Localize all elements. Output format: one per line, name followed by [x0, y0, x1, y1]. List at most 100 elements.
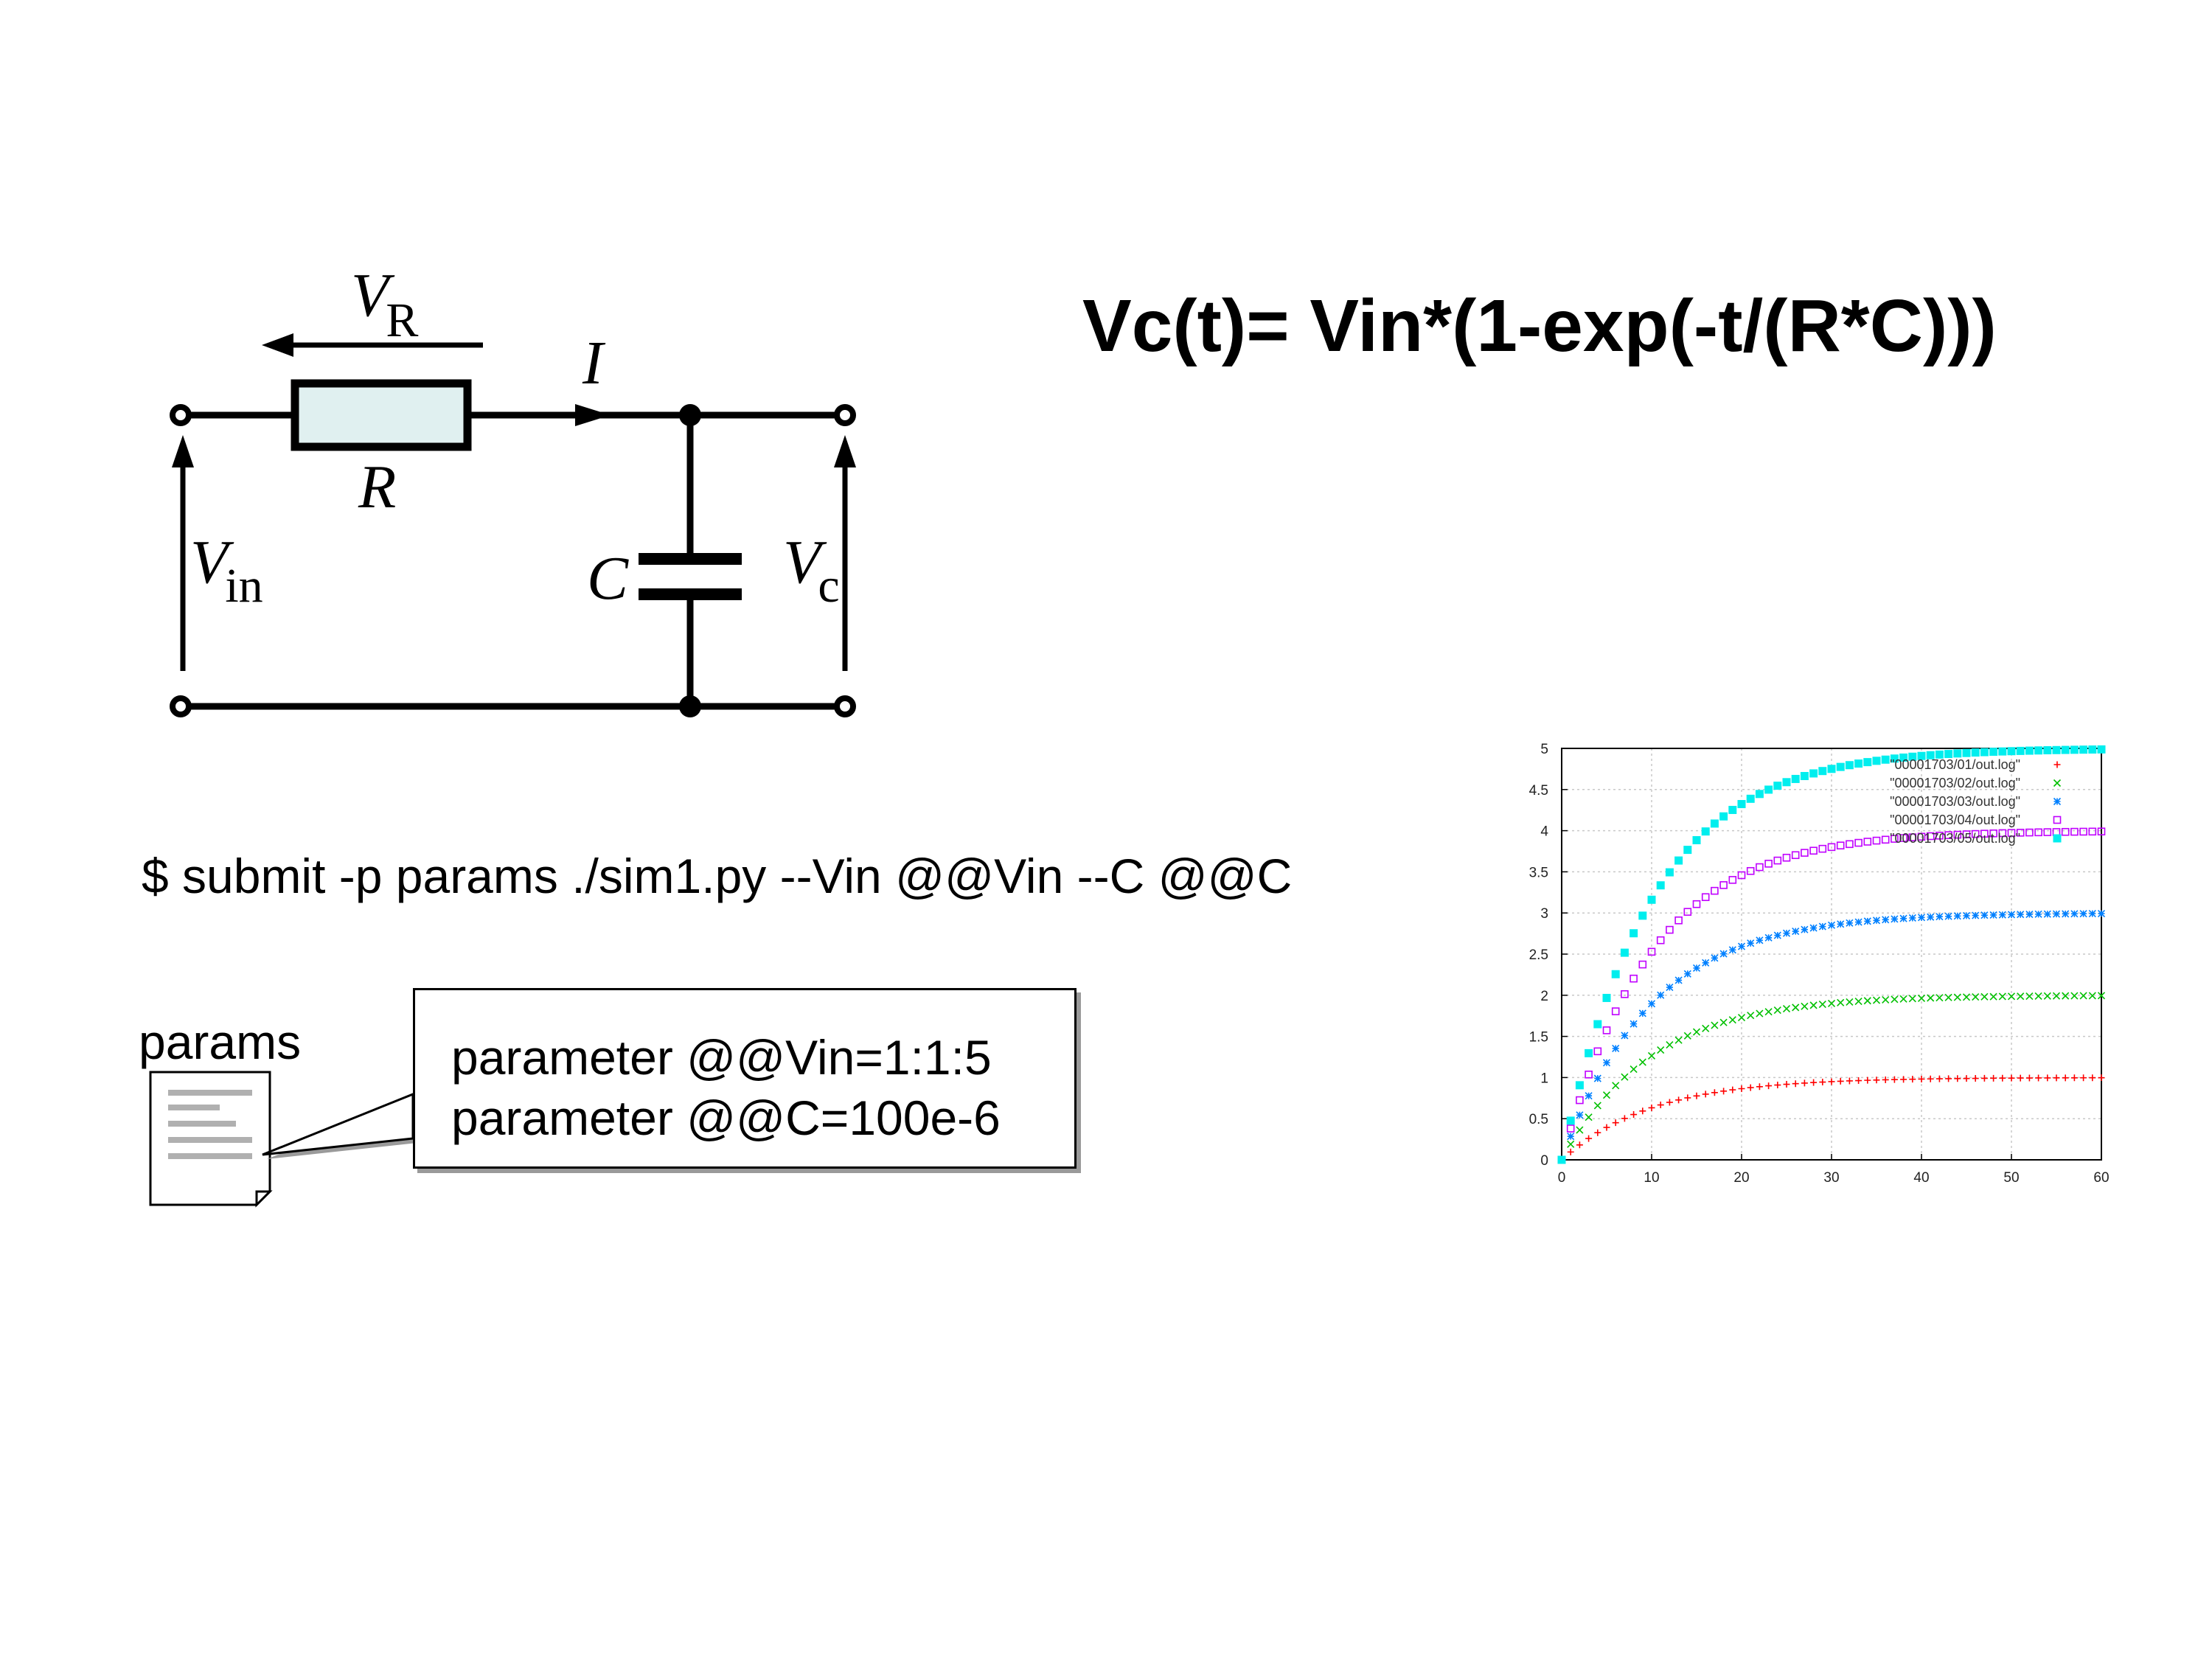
- data-point: [1630, 1111, 1638, 1119]
- data-point: [1729, 1086, 1736, 1093]
- data-point: [1818, 922, 1826, 931]
- data-point: [1863, 997, 1871, 1005]
- x-tick-label: 60: [2093, 1170, 2109, 1186]
- data-point: [1737, 871, 1746, 880]
- data-point: [1782, 778, 1791, 787]
- data-point: [1702, 1091, 1709, 1098]
- data-point: [2079, 992, 2087, 1000]
- data-point: [1962, 748, 1971, 757]
- data-point: [1899, 753, 1908, 762]
- data-point: [1791, 774, 1800, 783]
- data-point: [1999, 1074, 2006, 1082]
- data-point: [1863, 838, 1872, 846]
- data-point: [1917, 832, 1926, 841]
- legend-entry-label: "00001703/02/out.log": [1890, 776, 2020, 790]
- formula-text: Vc(t)= Vin*(1-exp(-t/(R*C))): [1082, 285, 1997, 367]
- data-point: [1854, 838, 1863, 847]
- data-point: [1801, 1079, 1808, 1087]
- data-point: [1611, 1007, 1620, 1015]
- data-point: [1827, 999, 1836, 1007]
- y-tick-label: 4.5: [1529, 783, 1548, 799]
- data-point: [1747, 1012, 1755, 1020]
- data-point: [2080, 1074, 2087, 1082]
- data-point: [1747, 939, 1755, 947]
- simulation-results-chart: 0 10 20 30 40 50 60 0 0.5 1 1.5 2 2.5 3 3.5 4 4.5 5 "00001…: [1529, 742, 2110, 1186]
- data-point: [2025, 828, 2034, 837]
- data-point: [1630, 1065, 1638, 1074]
- x-tick-label: 20: [1733, 1170, 1749, 1186]
- data-point: [1801, 1002, 1809, 1010]
- data-point: [1990, 1074, 1997, 1082]
- series-3: [1557, 909, 2106, 1164]
- data-point: [1639, 1107, 1646, 1115]
- data-point: [1701, 827, 1710, 836]
- data-point: [1792, 928, 1800, 936]
- data-point: [2062, 992, 2070, 1000]
- data-point: [1764, 933, 1773, 942]
- data-point: [1585, 1135, 1593, 1142]
- data-point: [1810, 1079, 1818, 1086]
- data-point: [1989, 748, 1998, 757]
- data-point: [1692, 900, 1701, 908]
- data-point: [1845, 761, 1854, 770]
- data-point: [1989, 911, 1997, 919]
- data-point: [1872, 757, 1881, 765]
- data-point: [1773, 856, 1782, 865]
- data-point: [1954, 1075, 1961, 1082]
- series-2: [1557, 992, 2106, 1164]
- data-point: [1882, 916, 1890, 924]
- legend-entry-label: "00001703/01/out.log": [1890, 757, 2020, 772]
- data-point: [1872, 836, 1881, 845]
- data-point: [2061, 745, 2070, 754]
- data-point: [1674, 1036, 1683, 1044]
- junction-top: [679, 404, 701, 426]
- data-point: [1756, 1083, 1763, 1091]
- data-point: [1846, 840, 1854, 849]
- command-line-text: $ submit -p params ./sim1.py --Vin @@Vin…: [142, 849, 1293, 903]
- data-point: [1756, 936, 1764, 945]
- data-point: [2043, 910, 2051, 918]
- data-point: [1980, 1074, 1988, 1082]
- data-point: [1692, 1028, 1701, 1036]
- data-point: [1612, 1082, 1620, 1090]
- data-point: [2079, 910, 2087, 918]
- data-point: [1701, 893, 1710, 902]
- data-point: [1927, 994, 1935, 1002]
- data-point: [2089, 1074, 2096, 1082]
- vin-arrow-icon: [172, 435, 194, 467]
- data-point: [2007, 992, 2016, 1001]
- data-point: [1917, 914, 1926, 922]
- data-point: [1962, 993, 1971, 1001]
- data-point: [1872, 996, 1881, 1004]
- data-point: [1792, 1080, 1799, 1088]
- data-point: [1557, 1155, 1566, 1164]
- data-point: [1638, 960, 1647, 969]
- parameter-line-c: parameter @@C=100e-6: [451, 1091, 1001, 1145]
- data-point: [1755, 790, 1764, 799]
- data-point: [1666, 983, 1674, 992]
- data-point: [1692, 836, 1701, 845]
- data-point: [1881, 835, 1890, 844]
- data-point: [1972, 911, 1980, 919]
- data-point: [1782, 1005, 1791, 1013]
- x-tick-label: 0: [1558, 1170, 1566, 1186]
- data-point: [1773, 782, 1782, 790]
- series-4: [1557, 827, 2106, 1164]
- data-point: [1620, 948, 1629, 957]
- data-point: [1792, 1004, 1800, 1012]
- data-point: [1818, 767, 1827, 776]
- data-point: [1737, 942, 1746, 950]
- data-point: [1566, 1116, 1575, 1125]
- data-point: [1594, 1129, 1601, 1136]
- data-point: [1656, 881, 1665, 890]
- data-point: [1963, 1075, 1970, 1082]
- data-point: [1935, 994, 1944, 1002]
- data-point: [1566, 1124, 1575, 1133]
- data-point: [1702, 959, 1710, 967]
- data-point: [1998, 747, 2007, 756]
- parameter-line-vin: parameter @@Vin=1:1:5: [451, 1030, 992, 1085]
- vc-arrow-icon: [834, 435, 856, 467]
- data-point: [1899, 995, 1907, 1003]
- parameter-callout-box: [413, 988, 1077, 1169]
- data-point: [1998, 911, 2006, 919]
